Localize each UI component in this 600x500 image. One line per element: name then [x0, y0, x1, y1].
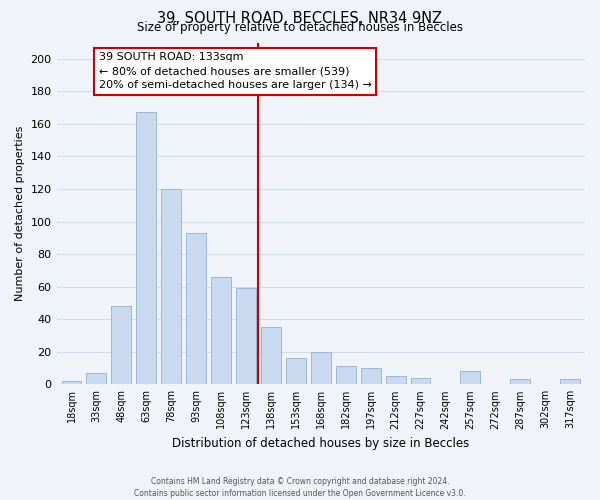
Bar	[311, 352, 331, 384]
Text: Size of property relative to detached houses in Beccles: Size of property relative to detached ho…	[137, 21, 463, 34]
Bar	[136, 112, 156, 384]
Bar	[361, 368, 380, 384]
Bar	[336, 366, 356, 384]
Bar	[386, 376, 406, 384]
Bar	[161, 189, 181, 384]
Bar	[186, 233, 206, 384]
Bar	[86, 373, 106, 384]
Y-axis label: Number of detached properties: Number of detached properties	[15, 126, 25, 301]
Text: 39, SOUTH ROAD, BECCLES, NR34 9NZ: 39, SOUTH ROAD, BECCLES, NR34 9NZ	[157, 11, 443, 26]
Text: Contains HM Land Registry data © Crown copyright and database right 2024.
Contai: Contains HM Land Registry data © Crown c…	[134, 476, 466, 498]
Bar	[460, 372, 481, 384]
Bar	[236, 288, 256, 384]
Bar	[410, 378, 430, 384]
X-axis label: Distribution of detached houses by size in Beccles: Distribution of detached houses by size …	[172, 437, 469, 450]
Bar	[211, 277, 231, 384]
Bar	[286, 358, 306, 384]
Bar	[261, 328, 281, 384]
Bar	[560, 380, 580, 384]
Text: 39 SOUTH ROAD: 133sqm
← 80% of detached houses are smaller (539)
20% of semi-det: 39 SOUTH ROAD: 133sqm ← 80% of detached …	[99, 52, 372, 90]
Bar	[62, 381, 82, 384]
Bar	[510, 380, 530, 384]
Bar	[112, 306, 131, 384]
